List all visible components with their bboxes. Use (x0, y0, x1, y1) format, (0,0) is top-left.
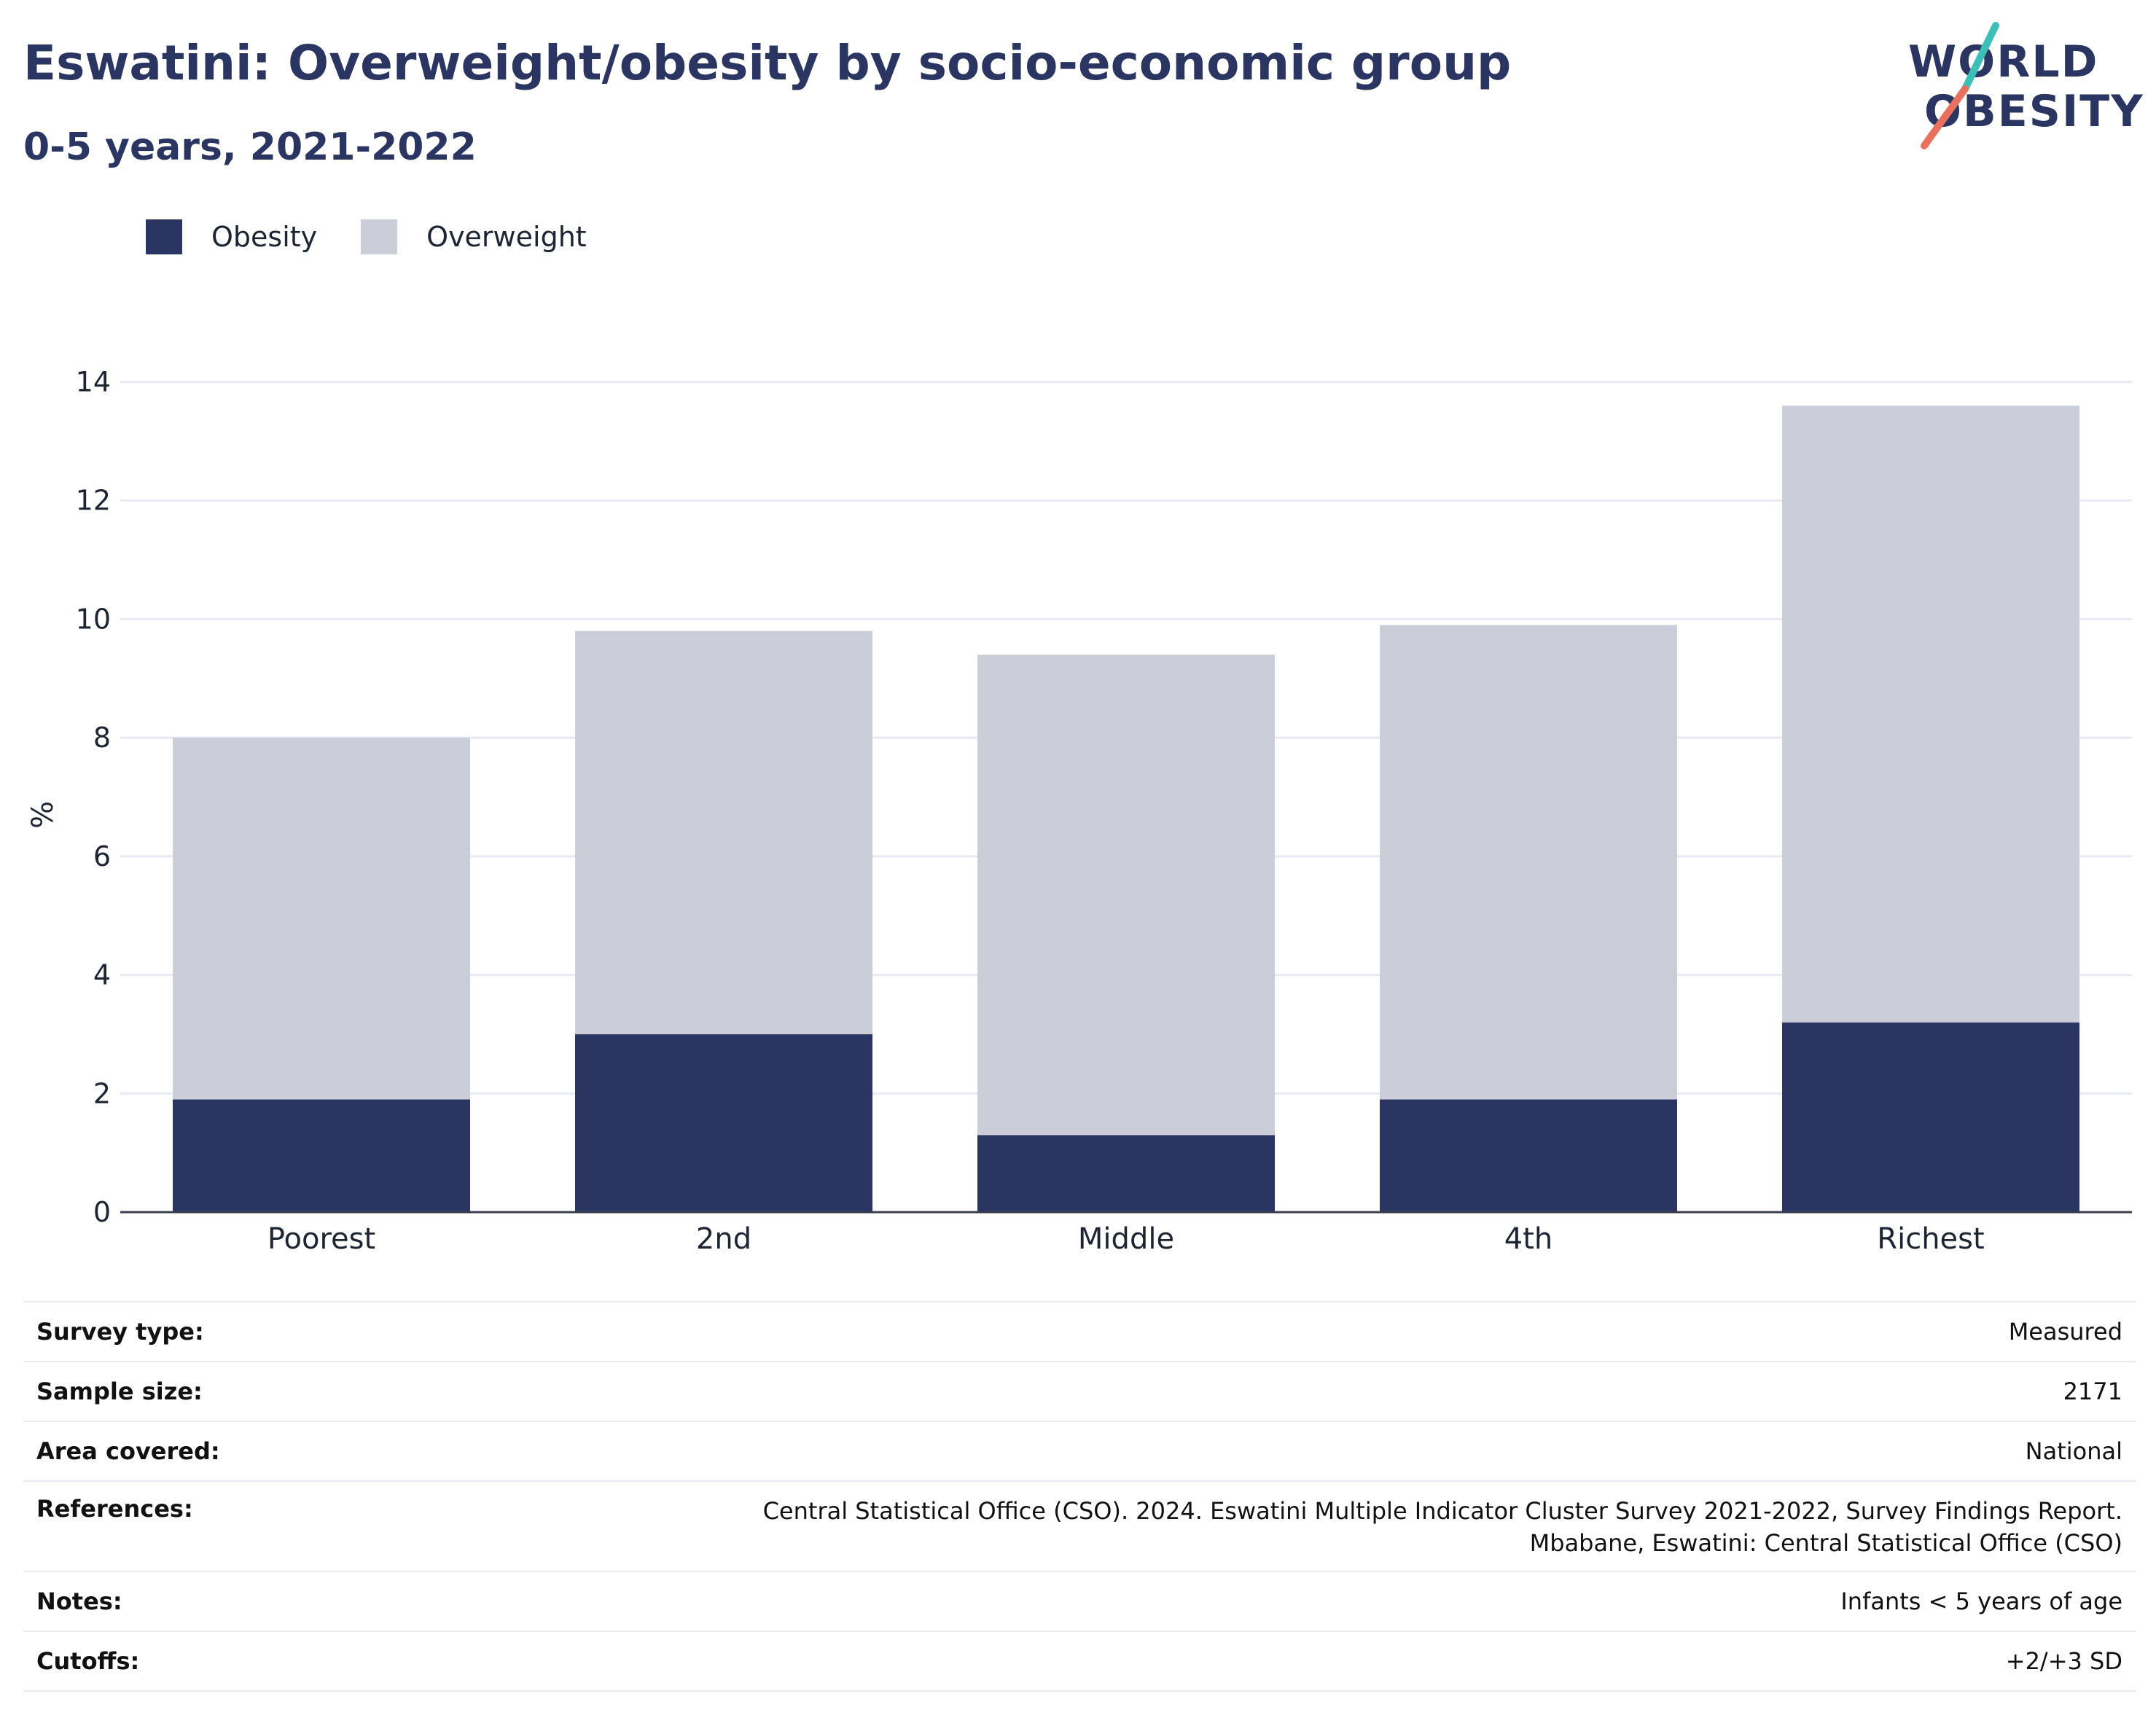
chart-subtitle: 0-5 years, 2021-2022 (23, 125, 477, 169)
legend-item-overweight[interactable]: Overweight (361, 219, 587, 254)
bar-overweight-middle (977, 655, 1275, 1136)
x-tick-label-middle: Middle (1078, 1222, 1174, 1256)
y-tick-label-0: 0 (93, 1196, 111, 1228)
info-row: Area covered: National (23, 1422, 2136, 1482)
info-row: Notes: Infants < 5 years of age (23, 1572, 2136, 1632)
info-label: Cutoffs: (36, 1647, 140, 1675)
legend-item-obesity[interactable]: Obesity (146, 219, 317, 254)
bar-obesity-2nd (575, 1034, 872, 1212)
y-tick-label-8: 8 (93, 722, 111, 754)
y-tick-label-10: 10 (76, 603, 111, 635)
logo-slash-icon (1921, 22, 1999, 149)
legend-label-obesity: Obesity (211, 221, 318, 253)
x-tick-label-4th: 4th (1504, 1222, 1552, 1256)
bar-obesity-middle (977, 1135, 1275, 1212)
bar-overweight-richest (1782, 405, 2079, 1023)
y-tick-label-12: 12 (76, 485, 111, 517)
info-label: Area covered: (36, 1437, 220, 1465)
survey-info-table: Survey type: Measured Sample size: 2171 Area… (23, 1301, 2136, 1692)
world-obesity-logo: WORLD OBESITY (1895, 22, 2143, 160)
info-label: References: (36, 1495, 193, 1523)
info-row: References: Central Statistical Office (C… (23, 1482, 2136, 1572)
info-value: +2/+3 SD (2005, 1647, 2122, 1675)
info-label: Survey type: (36, 1318, 204, 1346)
info-label: Sample size: (36, 1378, 203, 1405)
info-value: National (2025, 1437, 2122, 1465)
chart-legend: Obesity Overweight (146, 219, 630, 255)
info-row: Cutoffs: +2/+3 SD (23, 1632, 2136, 1692)
info-row: Survey type: Measured (23, 1303, 2136, 1362)
x-tick-label-2nd: 2nd (696, 1222, 751, 1256)
stacked-bar-chart: 0 2 4 6 8 10 12 14% Poorest 2nd Middle 4th Richest (26, 366, 2132, 1256)
y-tick-label-4: 4 (93, 959, 111, 991)
info-value: Measured (2008, 1318, 2122, 1346)
bar-obesity-4th (1380, 1099, 1677, 1212)
bar-obesity-richest (1782, 1022, 2079, 1212)
logo-line-1: WORLD (1908, 36, 2099, 87)
x-tick-label-richest: Richest (1877, 1222, 1984, 1256)
legend-swatch-obesity (146, 219, 182, 254)
legend-label-overweight: Overweight (426, 221, 587, 253)
chart-title: Eswatini: Overweight/obesity by socio-ec… (23, 35, 1512, 91)
x-tick-label-poorest: Poorest (267, 1222, 375, 1256)
info-label: Notes: (36, 1587, 122, 1615)
info-row: Sample size: 2171 (23, 1362, 2136, 1422)
y-tick-label-2: 2 (93, 1077, 111, 1109)
y-axis-label: % (26, 801, 60, 829)
bar-overweight-poorest (173, 738, 470, 1100)
y-tick-label-14: 14 (76, 366, 111, 398)
legend-swatch-overweight (361, 219, 398, 254)
bar-overweight-4th (1380, 625, 1677, 1100)
info-value: Central Statistical Office (CSO). 2024. … (762, 1497, 2122, 1557)
bar-overweight-2nd (575, 630, 872, 1034)
info-value: 2171 (2063, 1378, 2122, 1405)
y-tick-label-6: 6 (93, 840, 111, 872)
info-value: Infants < 5 years of age (1840, 1587, 2122, 1615)
bar-obesity-poorest (173, 1099, 470, 1212)
